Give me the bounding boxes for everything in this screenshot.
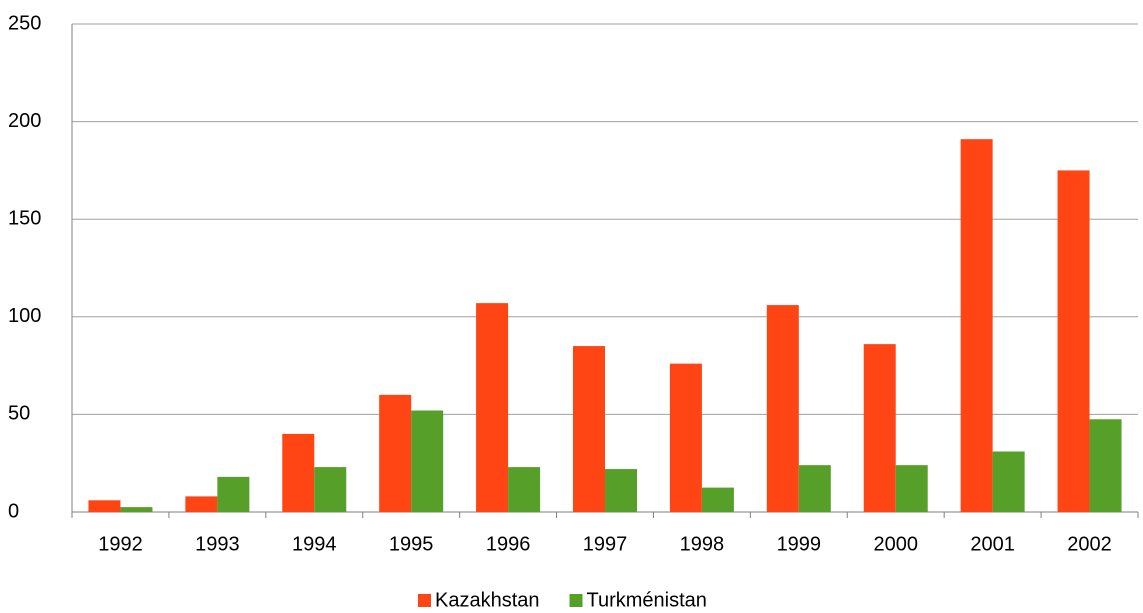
legend-swatch <box>569 594 583 607</box>
bar <box>573 346 605 512</box>
bar <box>798 465 831 512</box>
bar <box>508 467 541 512</box>
y-tick-label: 0 <box>8 500 19 522</box>
bar <box>960 139 993 512</box>
y-tick-label: 200 <box>8 110 41 132</box>
bar <box>411 410 444 512</box>
bar <box>992 451 1025 512</box>
bar <box>1089 419 1122 512</box>
bar <box>217 476 250 512</box>
x-tick-label: 2001 <box>970 533 1015 555</box>
x-tick-label: 1997 <box>583 533 628 555</box>
x-tick-label: 1994 <box>292 533 337 555</box>
x-tick-label: 2002 <box>1067 533 1112 555</box>
bar <box>895 465 928 512</box>
legend-swatch <box>418 594 431 607</box>
x-tick-label: 1999 <box>777 533 822 555</box>
bar <box>282 433 315 512</box>
y-tick-label: 150 <box>8 207 41 229</box>
bar <box>766 305 799 512</box>
x-tick-label: 1996 <box>486 533 531 555</box>
bar <box>701 487 734 512</box>
bar <box>476 303 509 512</box>
y-tick-label: 250 <box>8 12 41 34</box>
x-tick-label: 1993 <box>195 533 240 555</box>
y-tick-label: 100 <box>8 305 41 327</box>
bar <box>605 469 637 512</box>
x-tick-label: 1998 <box>680 533 725 555</box>
bar <box>88 500 121 512</box>
bar <box>1057 170 1090 512</box>
x-tick-label: 1992 <box>98 533 143 555</box>
bar <box>379 394 412 512</box>
bar <box>120 507 153 512</box>
x-tick-label: 1995 <box>389 533 434 555</box>
legend-label: Turkménistan <box>587 589 707 611</box>
bar <box>314 467 347 512</box>
y-tick-label: 50 <box>8 403 30 425</box>
x-tick-label: 2000 <box>873 533 918 555</box>
legend-label: Kazakhstan <box>435 589 540 611</box>
bar <box>669 363 702 512</box>
bar <box>863 344 896 512</box>
bar <box>185 496 218 512</box>
